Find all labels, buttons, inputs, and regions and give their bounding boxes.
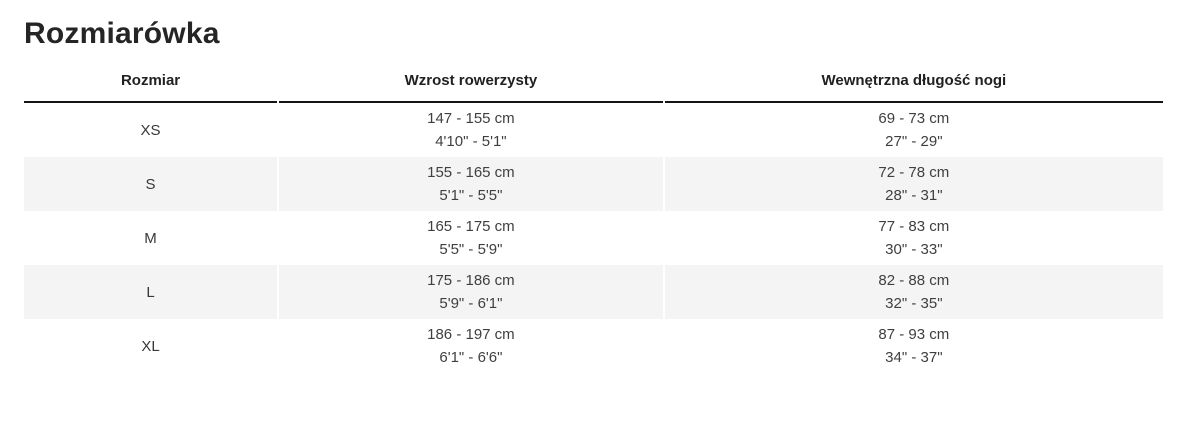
size-chart-table: Rozmiar Wzrost rowerzysty Wewnętrzna dłu… — [22, 66, 1165, 373]
inseam-cm-value: 69 - 73 cm — [878, 110, 950, 127]
size-value: XS — [140, 121, 161, 139]
inseam-cm-value: 82 - 88 cm — [878, 272, 950, 289]
inseam-imperial-value: 32" - 35" — [885, 295, 943, 312]
column-header-rider-height: Wzrost rowerzysty — [279, 66, 663, 103]
column-header-size: Rozmiar — [24, 66, 278, 103]
column-header-inseam: Wewnętrzna długość nogi — [664, 66, 1163, 103]
height-imperial-value: 4'10" - 5'1" — [435, 133, 507, 150]
inseam-cm-value: 77 - 83 cm — [878, 218, 950, 235]
height-cm-value: 175 - 186 cm — [427, 272, 515, 289]
height-cm-value: 155 - 165 cm — [427, 164, 515, 181]
inseam-imperial-value: 27" - 29" — [885, 133, 943, 150]
height-imperial-value: 6'1" - 6'6" — [439, 349, 503, 366]
table-row-s: S 155 - 165 cm 5'1" - 5'5" 72 - 78 cm 28… — [24, 157, 1163, 211]
height-imperial-value: 5'9" - 6'1" — [439, 295, 503, 312]
header-row: Rozmiar Wzrost rowerzysty Wewnętrzna dłu… — [24, 66, 1163, 103]
page-title: Rozmiarówka — [24, 17, 220, 50]
height-cm-value: 165 - 175 cm — [427, 218, 515, 235]
height-cm-value: 186 - 197 cm — [427, 326, 515, 343]
table-row-l: L 175 - 186 cm 5'9" - 6'1" 82 - 88 cm 32… — [24, 265, 1163, 319]
table-row-m: M 165 - 175 cm 5'5" - 5'9" 77 - 83 cm 30… — [24, 211, 1163, 265]
height-imperial-value: 5'1" - 5'5" — [439, 187, 503, 204]
size-value: S — [145, 175, 156, 193]
size-chart-section: Rozmiarówka Rozmiar Wzrost rowerzysty We… — [0, 16, 1187, 373]
height-imperial-value: 5'5" - 5'9" — [439, 241, 503, 258]
table-row-xl: XL 186 - 197 cm 6'1" - 6'6" 87 - 93 cm 3… — [24, 319, 1163, 373]
inseam-cm-value: 72 - 78 cm — [878, 164, 950, 181]
inseam-imperial-value: 30" - 33" — [885, 241, 943, 258]
table-header: Rozmiar Wzrost rowerzysty Wewnętrzna dłu… — [24, 66, 1163, 103]
size-value: XL — [141, 337, 160, 355]
table-body: XS 147 - 155 cm 4'10" - 5'1" 69 - 73 cm … — [24, 103, 1163, 373]
height-cm-value: 147 - 155 cm — [427, 110, 515, 127]
inseam-imperial-value: 34" - 37" — [885, 349, 943, 366]
inseam-imperial-value: 28" - 31" — [885, 187, 943, 204]
inseam-cm-value: 87 - 93 cm — [878, 326, 950, 343]
size-value: M — [144, 229, 157, 247]
table-row-xs: XS 147 - 155 cm 4'10" - 5'1" 69 - 73 cm … — [24, 103, 1163, 157]
size-value: L — [146, 283, 155, 301]
